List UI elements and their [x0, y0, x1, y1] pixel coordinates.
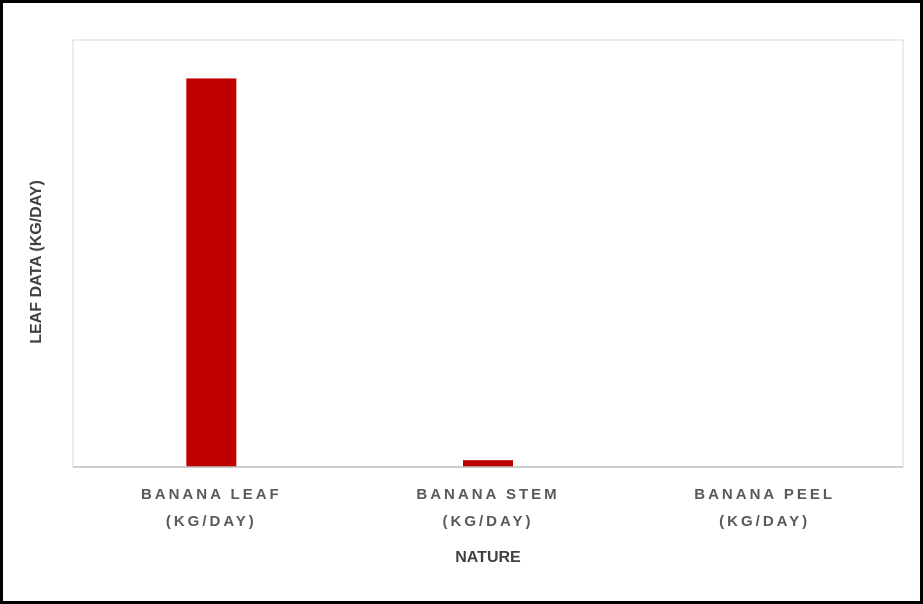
x-tick-label: BANANA STEM (KG/DAY)	[416, 486, 560, 530]
y-axis-title: LEAF DATA (KG/DAY)	[28, 180, 45, 344]
x-axis-title: NATURE	[455, 549, 521, 566]
bar	[463, 460, 513, 467]
bar	[186, 78, 237, 468]
x-tick-label: BANANA PEEL (KG/DAY)	[694, 486, 836, 530]
x-tick-label: BANANA LEAF (KG/DAY)	[140, 486, 282, 530]
